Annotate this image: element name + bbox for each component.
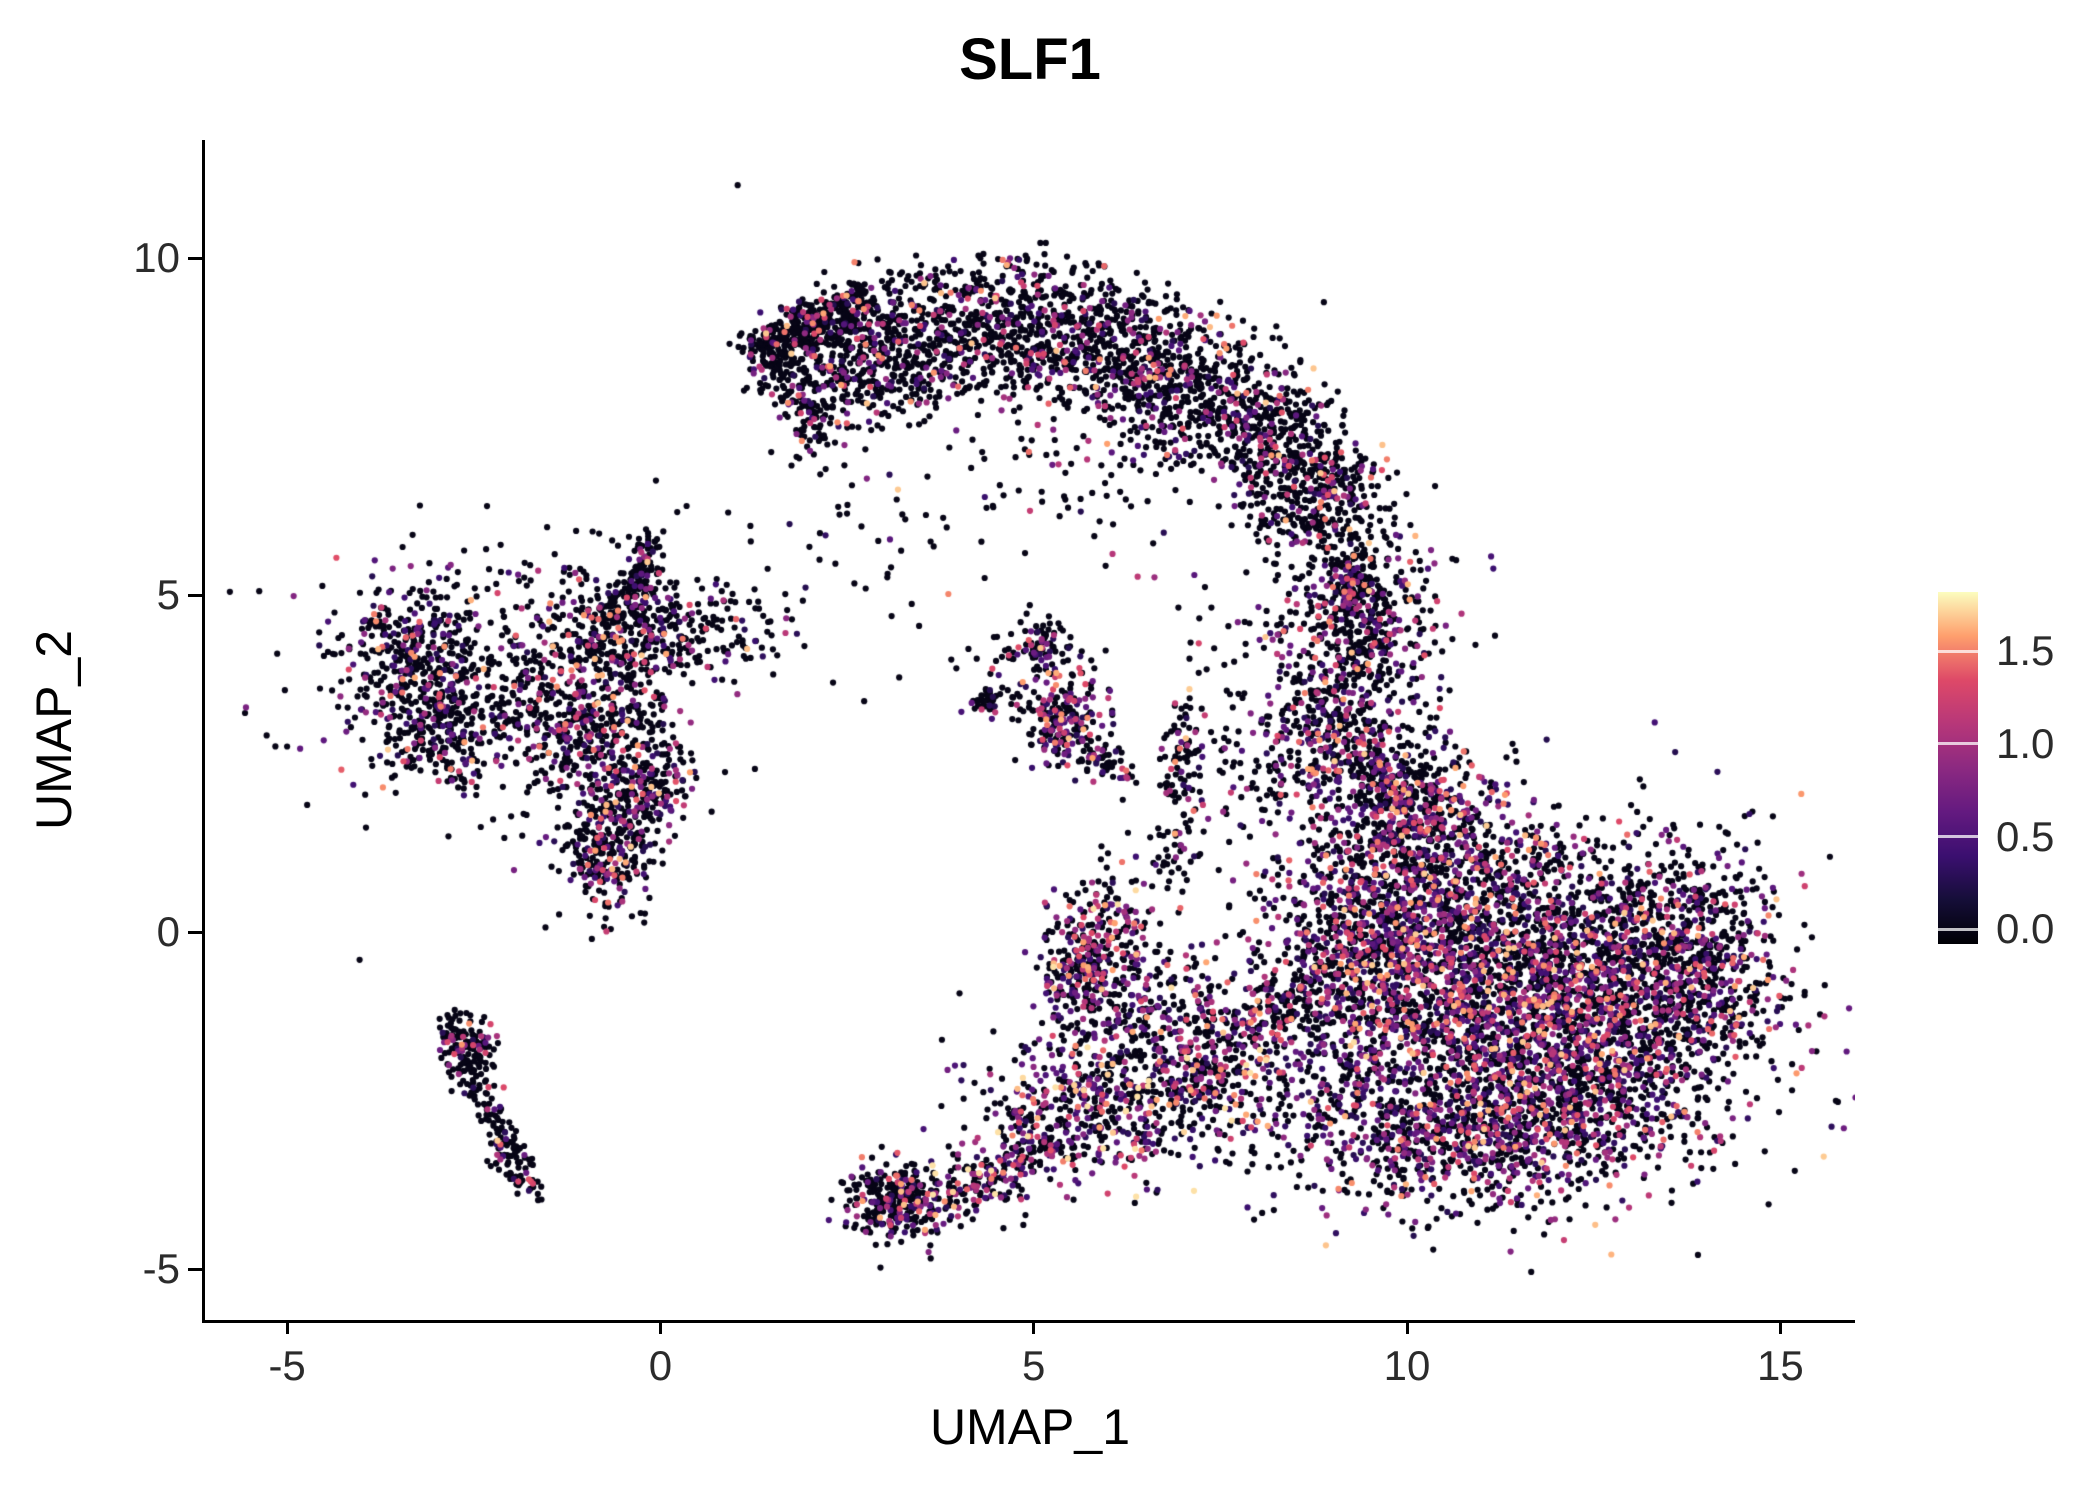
plot-title: SLF1 xyxy=(959,27,1101,92)
colorbar-tick-mark xyxy=(1938,927,1978,931)
colorbar: 0.0 0.5 1.0 1.5 xyxy=(1938,592,2098,951)
y-tick-mark xyxy=(188,1267,202,1271)
x-tick-label: 10 xyxy=(1383,1342,1431,1389)
x-axis-line xyxy=(202,1320,1855,1323)
y-tick-label: -5 xyxy=(142,1245,180,1293)
y-tick-mark xyxy=(188,593,202,597)
y-tick-label: 0 xyxy=(156,908,180,956)
x-tick-mark xyxy=(1032,1320,1036,1334)
colorbar-gradient xyxy=(1938,592,1978,944)
colorbar-tick-label: 1.5 xyxy=(1996,627,2055,675)
x-tick-label: 5 xyxy=(1022,1342,1046,1389)
umap-scatter-canvas xyxy=(205,140,1855,1320)
colorbar-tick-mark xyxy=(1938,835,1978,839)
x-tick-mark xyxy=(285,1320,289,1334)
y-axis-label: UMAP_2 xyxy=(26,629,82,831)
x-tick-mark xyxy=(658,1320,662,1334)
y-tick-mark xyxy=(188,930,202,934)
y-tick-mark xyxy=(188,256,202,260)
colorbar-tick-label: 0.0 xyxy=(1996,905,2055,953)
y-tick-label: 5 xyxy=(156,571,180,619)
x-axis-label: UMAP_1 xyxy=(929,1399,1131,1455)
x-tick-mark xyxy=(1778,1320,1782,1334)
colorbar-tick-mark xyxy=(1938,742,1978,746)
x-tick-label: 15 xyxy=(1756,1342,1804,1389)
x-tick-mark xyxy=(1405,1320,1409,1334)
colorbar-tick-label: 0.5 xyxy=(1996,812,2055,860)
y-tick-label: 10 xyxy=(133,234,180,281)
y-axis-line xyxy=(202,140,205,1323)
colorbar-tick-mark xyxy=(1938,649,1978,653)
plot-area xyxy=(202,140,1855,1323)
x-tick-label: -5 xyxy=(268,1342,306,1389)
x-tick-label: 0 xyxy=(648,1342,673,1389)
colorbar-tick-label: 1.0 xyxy=(1996,719,2055,767)
